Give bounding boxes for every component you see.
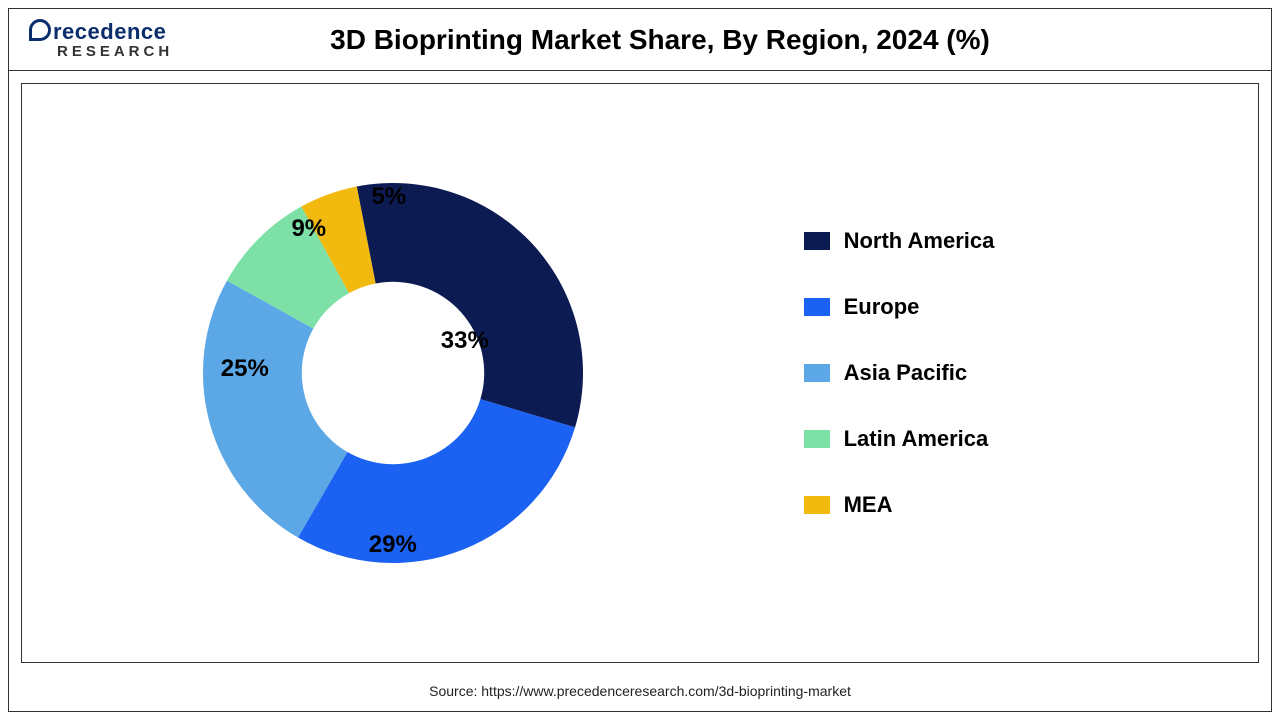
- chart-zone: 33% 29% 25% 9% 5%: [22, 84, 764, 662]
- legend-swatch: [804, 430, 830, 448]
- legend-swatch: [804, 364, 830, 382]
- legend-label: Latin America: [844, 426, 989, 452]
- logo-top-text: recedence: [53, 19, 166, 45]
- legend-item: MEA: [804, 492, 1258, 518]
- source-line: Source: https://www.precedenceresearch.c…: [9, 675, 1271, 711]
- header: recedence RESEARCH 3D Bioprinting Market…: [9, 9, 1271, 71]
- legend-swatch: [804, 232, 830, 250]
- legend-item: Asia Pacific: [804, 360, 1258, 386]
- legend-label: Asia Pacific: [844, 360, 968, 386]
- slice-label: 29%: [369, 531, 417, 559]
- legend-label: Europe: [844, 294, 920, 320]
- chart-title: 3D Bioprinting Market Share, By Region, …: [209, 24, 1251, 56]
- slice-label: 33%: [441, 327, 489, 355]
- legend-swatch: [804, 496, 830, 514]
- slice-label: 9%: [291, 215, 326, 243]
- chart-body: 33% 29% 25% 9% 5% North America Europe Asia Pa…: [21, 83, 1259, 663]
- outer-frame: recedence RESEARCH 3D Bioprinting Market…: [8, 8, 1272, 712]
- legend-item: Latin America: [804, 426, 1258, 452]
- legend-swatch: [804, 298, 830, 316]
- logo-top-line: recedence: [29, 19, 166, 45]
- legend-label: North America: [844, 228, 995, 254]
- logo-bottom-text: RESEARCH: [57, 43, 173, 60]
- slice-label: 5%: [371, 183, 406, 211]
- donut-slice: [298, 399, 575, 563]
- legend-label: MEA: [844, 492, 893, 518]
- legend: North America Europe Asia Pacific Latin Ame…: [764, 228, 1258, 518]
- logo-p-icon: [29, 19, 51, 41]
- brand-logo: recedence RESEARCH: [29, 19, 209, 60]
- slice-label: 25%: [221, 355, 269, 383]
- legend-item: North America: [804, 228, 1258, 254]
- donut-chart: 33% 29% 25% 9% 5%: [193, 173, 593, 573]
- donut-slice: [357, 183, 583, 427]
- legend-item: Europe: [804, 294, 1258, 320]
